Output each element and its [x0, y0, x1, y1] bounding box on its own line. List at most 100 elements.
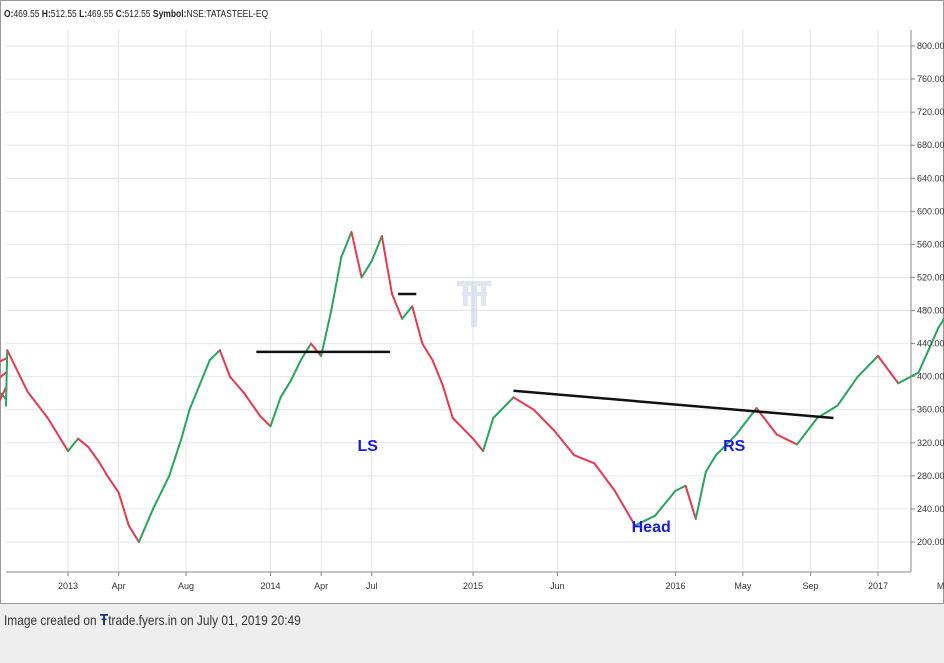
price-segment: [380, 235, 393, 295]
price-segment: [775, 433, 798, 446]
price-segment: [634, 514, 657, 527]
trendline: [513, 389, 834, 420]
y-tick-label: 720.00: [917, 107, 944, 117]
x-tick-label: 2014: [260, 581, 280, 591]
price-segment: [259, 415, 272, 428]
open-value: 469.55: [13, 9, 40, 20]
y-tick-label: 600.00: [917, 206, 944, 216]
price-segment: [107, 476, 120, 494]
price-segment: [269, 396, 282, 428]
high-label: H:: [41, 9, 51, 20]
pattern-label-head: Head: [632, 519, 671, 536]
y-tick-label: 360.00: [917, 405, 944, 415]
y-tick-label: 400.00: [917, 372, 944, 382]
ohlc-header: O:469.55 H:512.55 L:469.55 C:512.55 Symb…: [4, 9, 268, 20]
x-tick-label: 2013: [58, 581, 78, 591]
footer-credit: Image created on Ŧtrade.fyers.in on July…: [4, 612, 301, 630]
price-segment: [441, 383, 454, 419]
price-segment: [330, 255, 343, 312]
price-segment: [289, 359, 302, 382]
symbol-label: Symbol:: [152, 9, 187, 20]
price-segment: [310, 342, 323, 357]
y-tick-label: 800.00: [917, 41, 944, 51]
price-segment: [350, 231, 363, 279]
price-segment: [117, 491, 130, 527]
low-label: L:: [79, 9, 88, 20]
price-series: [0, 231, 944, 543]
price-segment: [6, 349, 29, 393]
y-tick-label: 200.00: [917, 537, 944, 547]
high-value: 512.55: [50, 9, 77, 20]
price-segment: [0, 386, 7, 402]
price-segment: [553, 429, 576, 457]
y-tick-label: 640.00: [917, 173, 944, 183]
y-axis: 200.00 240.00 280.00 320.00 360.00 400.00 440.…: [910, 30, 944, 572]
price-segment: [877, 355, 900, 385]
x-tick-label: 2017: [868, 581, 888, 591]
x-tick-label: Sep: [803, 581, 819, 591]
price-segment: [127, 524, 140, 543]
price-segment: [674, 484, 687, 492]
y-tick-label: 440.00: [917, 339, 944, 349]
price-segment: [856, 355, 879, 378]
price-segment: [684, 484, 697, 520]
price-segment: [243, 392, 262, 418]
price-segment: [472, 437, 485, 453]
price-segment: [97, 459, 110, 479]
price-segment: [451, 417, 474, 440]
price-segment: [654, 489, 677, 517]
y-tick-label: 320.00: [917, 438, 944, 448]
pattern-label-rs: RS: [723, 438, 746, 455]
open-label: O:: [4, 9, 14, 20]
x-tick-label: 2015: [463, 581, 483, 591]
price-segment: [360, 259, 373, 279]
price-segment: [320, 309, 333, 357]
price-segment: [180, 408, 191, 440]
price-segment: [492, 396, 515, 419]
price-segment: [279, 379, 292, 399]
price-segment: [87, 445, 100, 462]
price-segment: [218, 349, 231, 378]
price-segment: [735, 407, 758, 436]
price-segment: [137, 507, 155, 543]
price-segment: [917, 326, 940, 374]
y-tick-label: 760.00: [917, 74, 944, 84]
price-segment: [411, 305, 424, 345]
price-segment: [198, 359, 211, 386]
price-segment: [152, 474, 171, 510]
pattern-annotations: LS Head RS: [357, 438, 745, 536]
price-segment: [168, 437, 183, 477]
fyers-logo-icon: Ŧ: [99, 612, 109, 629]
x-tick-label: Jun: [550, 581, 565, 591]
price-segment: [431, 359, 444, 386]
price-segment: [5, 349, 9, 407]
x-tick-label: Jul: [366, 581, 378, 591]
price-segment: [208, 349, 221, 362]
price-segment: [613, 489, 636, 527]
price-segment: [532, 408, 555, 432]
price-segment: [796, 417, 819, 446]
price-segment: [401, 305, 414, 320]
y-tick-label: 560.00: [917, 239, 944, 249]
price-segment: [694, 470, 707, 520]
x-tick-label: Apr: [314, 581, 328, 591]
price-chart[interactable]: LS Head RS 200.00 240.00 280.00 320.00 360.00 4…: [0, 0, 944, 604]
price-segment: [46, 417, 69, 453]
price-segment: [704, 454, 717, 473]
price-segment: [67, 437, 80, 453]
price-segment: [370, 235, 383, 262]
price-segment: [229, 375, 246, 395]
x-axis: 2013 Apr Aug 2014 Apr Jul 2015 Jun 2016 May Sep 201…: [6, 571, 944, 591]
x-tick-label: Aug: [178, 581, 194, 591]
y-tick-label: 680.00: [917, 140, 944, 150]
price-segment: [512, 396, 535, 411]
price-segment: [897, 371, 920, 385]
price-segment: [421, 342, 434, 362]
footer-site-link[interactable]: trade.fyers.in: [108, 612, 178, 628]
y-tick-label: 280.00: [917, 471, 944, 481]
fyers-watermark-icon: [457, 281, 491, 327]
y-tick-label: 240.00: [917, 504, 944, 514]
price-segment: [340, 231, 353, 258]
pattern-label-ls: LS: [357, 438, 378, 455]
grid-layer: [6, 30, 911, 572]
